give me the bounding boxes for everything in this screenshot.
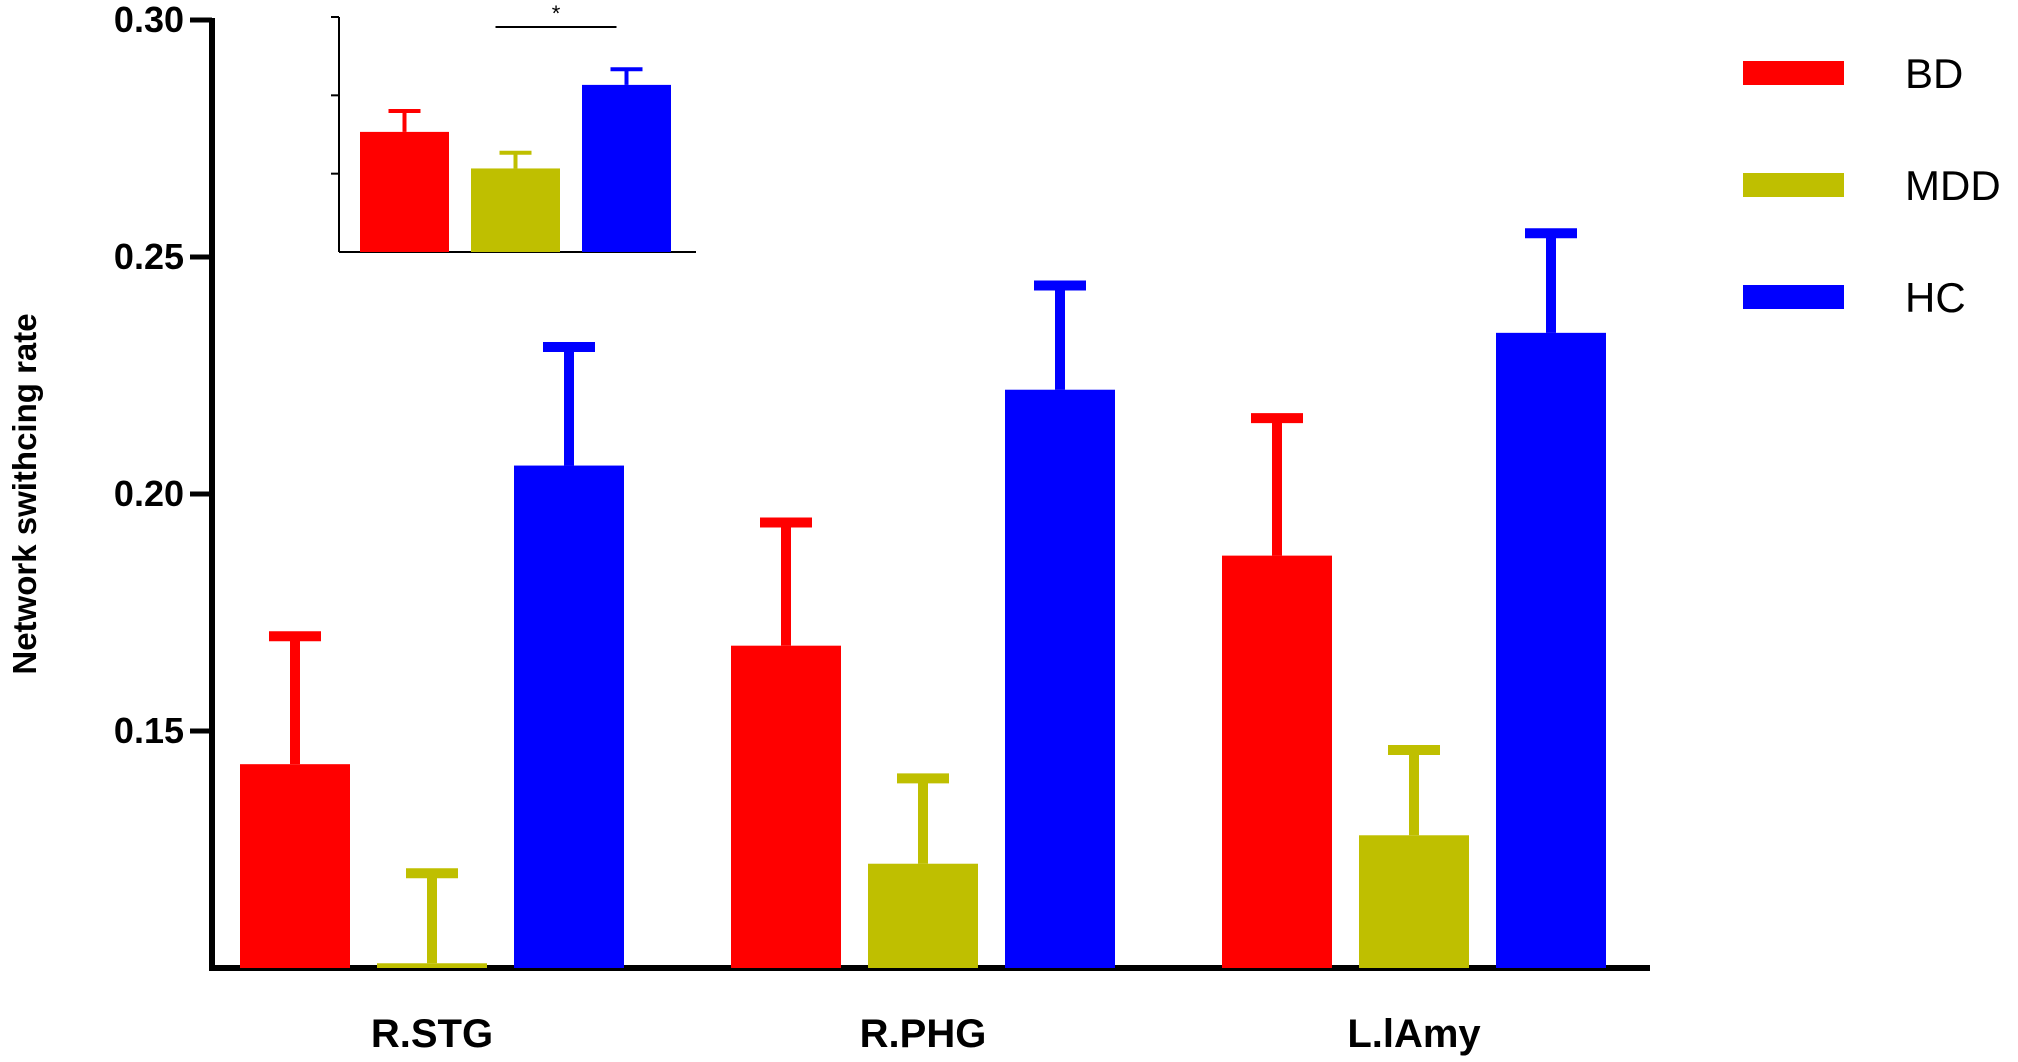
inset-bar-hc xyxy=(582,84,671,252)
inset-bar-bd xyxy=(360,131,449,252)
bar-bd xyxy=(1222,555,1332,968)
legend-label-hc: HC xyxy=(1905,274,1966,321)
inset-bar-mdd xyxy=(471,168,560,252)
legend-label-mdd: MDD xyxy=(1905,162,2001,209)
bar-mdd xyxy=(868,863,978,968)
y-axis-label: Network swithcing rate xyxy=(6,313,43,674)
legend-swatch-mdd xyxy=(1743,173,1844,197)
y-tick-label: 0.20 xyxy=(114,473,184,514)
inset-plot: * xyxy=(331,1,696,253)
main-plot: 0.15 0.20 0.25 0.30 Network swithcing rate R.… xyxy=(6,0,1650,1056)
x-category-label: R.PHG xyxy=(860,1012,987,1056)
legend: BD MDD HC xyxy=(1743,50,2001,321)
bar-bd xyxy=(731,645,841,968)
legend-swatch-hc xyxy=(1743,285,1844,309)
legend-label-bd: BD xyxy=(1905,50,1963,97)
bar-hc xyxy=(1496,332,1606,969)
significance-marker: * xyxy=(552,1,561,26)
bar-hc xyxy=(514,465,624,968)
bar-mdd xyxy=(1359,835,1469,968)
y-tick-label: 0.25 xyxy=(114,236,184,277)
bar-mdd xyxy=(377,963,487,968)
bar-hc xyxy=(1005,389,1115,969)
bar-bd xyxy=(240,764,350,968)
y-tick-label: 0.30 xyxy=(114,0,184,40)
y-tick-label: 0.15 xyxy=(114,710,184,751)
legend-swatch-bd xyxy=(1743,61,1844,85)
x-category-label: R.STG xyxy=(371,1012,493,1056)
x-category-label: L.lAmy xyxy=(1347,1012,1481,1056)
